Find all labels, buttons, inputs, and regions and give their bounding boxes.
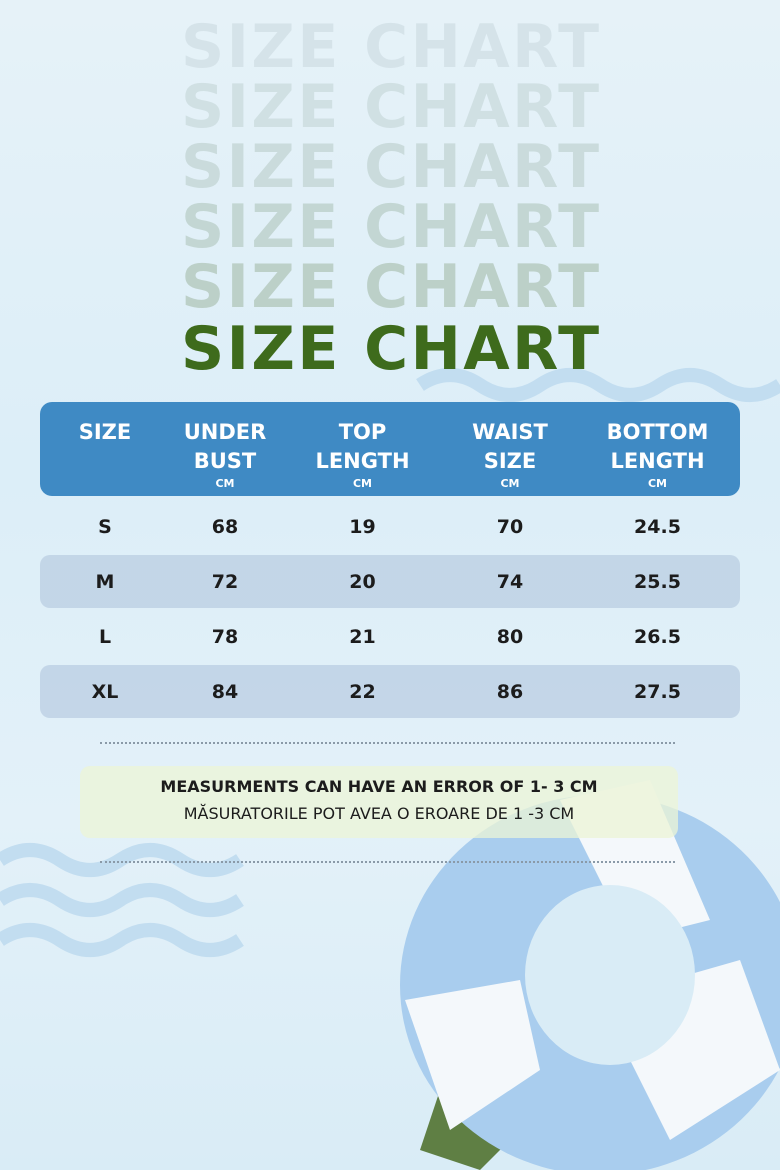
table-cell: 20	[349, 570, 376, 593]
note-box: MEASURMENTS CAN HAVE AN ERROR OF 1- 3 CM…	[80, 766, 678, 838]
title-echo: SIZE CHART	[181, 12, 599, 82]
table-row: XL 84 22 86 27.5	[40, 665, 740, 718]
waves	[0, 368, 780, 957]
table-row: M 72 20 74 25.5	[40, 555, 740, 608]
table-cell: 68	[211, 515, 239, 538]
table-cell: 19	[349, 515, 376, 538]
header-cell: TOP LENGTH CM	[280, 402, 445, 496]
header-text: WAIST	[472, 420, 548, 444]
ring-hole	[525, 885, 695, 1065]
header-cell: WAIST SIZE CM	[445, 402, 575, 496]
header-text: LENGTH	[610, 449, 705, 473]
title-echo: SIZE CHART	[181, 132, 599, 202]
wave	[416, 368, 780, 402]
wave	[0, 923, 244, 957]
table-cell: 78	[211, 625, 239, 648]
header-unit: CM	[500, 477, 520, 490]
table-cell: 24.5	[634, 515, 681, 538]
title: SIZE CHART	[181, 314, 599, 384]
header-unit: CM	[352, 477, 373, 490]
table-cell: 22	[349, 680, 376, 703]
table-row: L 78 21 80 26.5	[40, 610, 740, 663]
table-cell: M	[95, 570, 115, 593]
header-text: BUST	[193, 449, 257, 473]
wave	[0, 883, 244, 917]
table-cell: XL	[91, 680, 119, 703]
table-cell: 84	[211, 680, 239, 703]
table-cell: S	[98, 515, 112, 538]
table-cell: 25.5	[634, 570, 681, 593]
table-row: S 68 19 70 24.5	[40, 500, 740, 553]
header-cell: BOTTOM LENGTH CM	[575, 402, 740, 496]
header-unit: CM	[215, 477, 235, 490]
table-cell: 80	[496, 625, 524, 648]
dotted-divider	[100, 742, 675, 744]
header-text: BOTTOM	[606, 420, 709, 444]
header-cell: SIZE	[40, 402, 170, 496]
size-table: SIZE UNDER BUST CM TOP LENGTH CM WAIST SIZE CM BOT…	[40, 402, 740, 718]
header-cell: UNDER BUST CM	[170, 402, 280, 496]
table-cell: 72	[211, 570, 239, 593]
header-text: LENGTH	[315, 449, 410, 473]
ring-stripe	[405, 980, 540, 1130]
table-cell: 86	[496, 680, 524, 703]
table-cell: 70	[496, 515, 524, 538]
table-header: SIZE UNDER BUST CM TOP LENGTH CM WAIST SIZE CM BOT…	[40, 402, 740, 496]
title-group: SIZE CHART SIZE CHART SIZE CHART SIZE CH…	[181, 12, 599, 384]
table-cell: 26.5	[634, 625, 681, 648]
header-unit: CM	[647, 477, 668, 490]
header-text: SIZE	[483, 449, 537, 473]
table-cell: 27.5	[634, 680, 681, 703]
table-cell: L	[98, 625, 112, 648]
table-cell: 21	[349, 625, 376, 648]
title-echo: SIZE CHART	[181, 72, 599, 142]
table-cell: 74	[496, 570, 524, 593]
swim-ring	[400, 780, 780, 1170]
note-line: MEASURMENTS CAN HAVE AN ERROR OF 1- 3 CM	[160, 777, 598, 796]
title-echo: SIZE CHART	[181, 252, 599, 322]
dotted-divider	[100, 861, 675, 863]
header-text: TOP	[338, 420, 387, 444]
header-text: SIZE	[78, 420, 132, 444]
note-line: MĂSURATORILE POT AVEA O EROARE DE 1 -3 C…	[183, 804, 575, 823]
header-text: UNDER	[183, 420, 267, 444]
wave	[0, 843, 244, 877]
title-echo: SIZE CHART	[181, 192, 599, 262]
